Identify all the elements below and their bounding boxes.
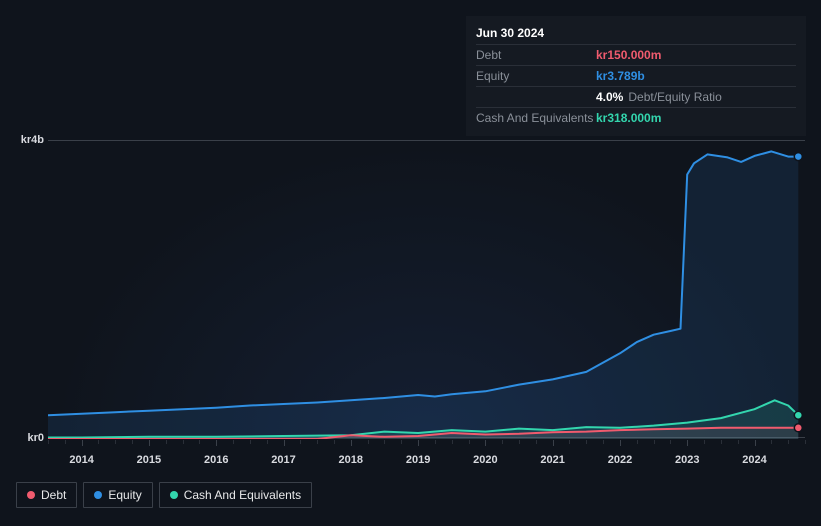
x-tick-minor-mark — [334, 440, 335, 444]
x-tick-mark — [687, 440, 688, 446]
x-tick-minor-mark — [654, 440, 655, 444]
tooltip-row-suffix: Debt/Equity Ratio — [628, 90, 721, 104]
x-tick-mark — [620, 440, 621, 446]
x-tick-minor-mark — [199, 440, 200, 444]
series-end-marker-icon — [794, 153, 802, 161]
x-tick-minor-mark — [519, 440, 520, 444]
x-axis-tick-label: 2016 — [204, 454, 228, 466]
tooltip-row-label: Debt — [476, 48, 596, 62]
x-tick-minor-mark — [317, 440, 318, 444]
x-tick-minor-mark — [115, 440, 116, 444]
legend-label: Equity — [108, 488, 141, 502]
x-tick-minor-mark — [267, 440, 268, 444]
series-end-marker-icon — [794, 424, 802, 432]
x-tick-minor-mark — [401, 440, 402, 444]
legend-dot-icon — [94, 491, 102, 499]
tooltip-row-label: Equity — [476, 69, 596, 83]
x-tick-minor-mark — [721, 440, 722, 444]
x-tick-minor-mark — [603, 440, 604, 444]
legend-dot-icon — [170, 491, 178, 499]
x-tick-mark — [755, 440, 756, 446]
legend: Debt Equity Cash And Equivalents — [16, 482, 312, 508]
legend-item[interactable]: Debt — [16, 482, 77, 508]
x-axis-tick-label: 2023 — [675, 454, 699, 466]
legend-label: Cash And Equivalents — [184, 488, 301, 502]
x-tick-minor-mark — [502, 440, 503, 444]
series-end-marker-icon — [794, 411, 802, 419]
x-axis-tick-label: 2024 — [742, 454, 766, 466]
x-tick-minor-mark — [771, 440, 772, 444]
tooltip-row-value: kr150.000m — [596, 48, 661, 62]
x-axis-tick-label: 2020 — [473, 454, 497, 466]
x-tick-minor-mark — [233, 440, 234, 444]
y-axis-tick-label: kr0 — [27, 432, 44, 444]
x-tick-mark — [149, 440, 150, 446]
x-tick-mark — [351, 440, 352, 446]
tooltip-row-label — [476, 90, 596, 104]
tooltip-row-value: 4.0% — [596, 90, 623, 104]
x-axis-tick-label: 2022 — [608, 454, 632, 466]
x-tick-mark — [418, 440, 419, 446]
x-tick-minor-mark — [132, 440, 133, 444]
x-tick-mark — [485, 440, 486, 446]
x-tick-mark — [284, 440, 285, 446]
x-tick-minor-mark — [452, 440, 453, 444]
x-axis-tick-label: 2014 — [69, 454, 93, 466]
tooltip-row: 4.0% Debt/Equity Ratio — [476, 86, 796, 107]
x-tick-minor-mark — [670, 440, 671, 444]
x-tick-minor-mark — [738, 440, 739, 444]
x-tick-minor-mark — [166, 440, 167, 444]
legend-item[interactable]: Cash And Equivalents — [159, 482, 312, 508]
financials-area-chart: kr0 kr4b 2014 2015 2016 2017 2018 2019 2020 2021… — [16, 118, 805, 468]
x-tick-minor-mark — [536, 440, 537, 444]
x-tick-minor-mark — [250, 440, 251, 444]
x-tick-minor-mark — [637, 440, 638, 444]
x-tick-minor-mark — [805, 440, 806, 444]
x-tick-minor-mark — [788, 440, 789, 444]
x-axis-tick-label: 2017 — [271, 454, 295, 466]
x-tick-minor-mark — [704, 440, 705, 444]
x-tick-minor-mark — [183, 440, 184, 444]
tooltip-row: Equitykr3.789b — [476, 65, 796, 86]
x-tick-minor-mark — [435, 440, 436, 444]
legend-dot-icon — [27, 491, 35, 499]
x-tick-minor-mark — [469, 440, 470, 444]
x-axis-tick-label: 2021 — [540, 454, 564, 466]
x-tick-minor-mark — [65, 440, 66, 444]
x-tick-mark — [216, 440, 217, 446]
plot-area[interactable] — [48, 140, 805, 438]
tooltip-row-value: kr3.789b — [596, 69, 645, 83]
x-tick-minor-mark — [300, 440, 301, 444]
x-tick-minor-mark — [586, 440, 587, 444]
legend-item[interactable]: Equity — [83, 482, 152, 508]
x-tick-minor-mark — [384, 440, 385, 444]
tooltip-row: Debtkr150.000m — [476, 44, 796, 65]
x-tick-minor-mark — [48, 440, 49, 444]
x-tick-minor-mark — [569, 440, 570, 444]
x-tick-minor-mark — [368, 440, 369, 444]
x-tick-minor-mark — [98, 440, 99, 444]
legend-label: Debt — [41, 488, 66, 502]
y-axis-tick-label: kr4b — [21, 134, 44, 146]
x-axis-tick-label: 2019 — [406, 454, 430, 466]
x-tick-mark — [82, 440, 83, 446]
x-axis-tick-label: 2015 — [137, 454, 161, 466]
x-tick-mark — [553, 440, 554, 446]
tooltip-date: Jun 30 2024 — [476, 22, 796, 44]
x-axis-tick-label: 2018 — [339, 454, 363, 466]
